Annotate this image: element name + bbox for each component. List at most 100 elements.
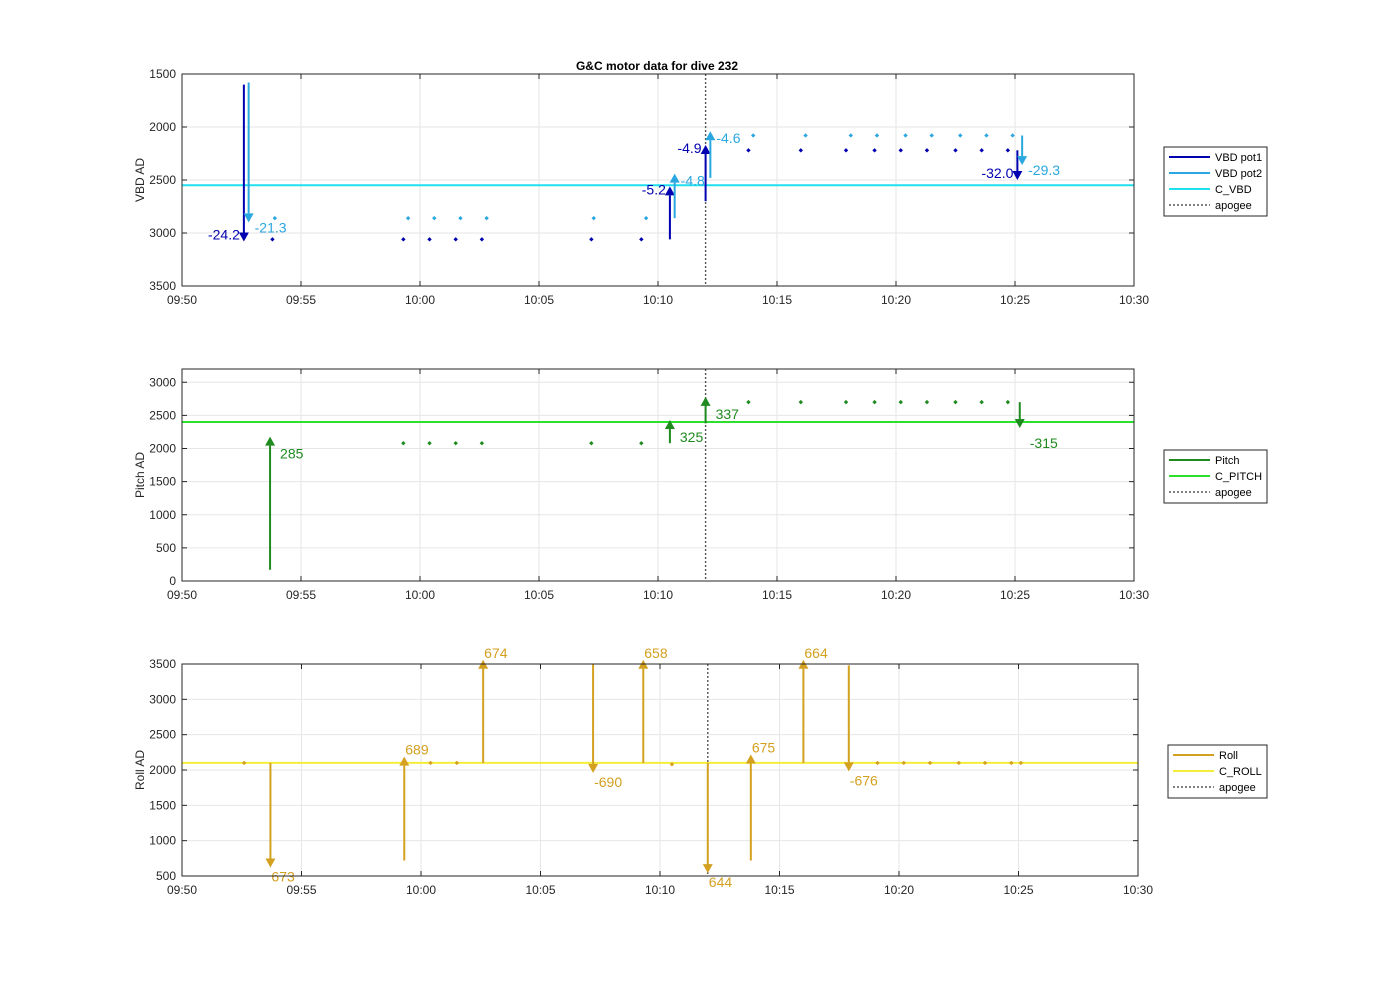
arrow-head	[843, 762, 854, 772]
roll-panel: 673 689 674 -690 658 644 675 664 -676 09:50 09:55 1…	[133, 645, 1268, 897]
data-point	[872, 399, 877, 405]
data-point	[1005, 399, 1011, 405]
y-tick-label: 1000	[149, 834, 176, 848]
data-point	[591, 215, 596, 221]
x-tick-label: 10:30	[1123, 883, 1153, 897]
y-tick-label: 1500	[149, 475, 176, 489]
arrow-head	[700, 396, 711, 406]
y-tick-label: 3000	[149, 226, 176, 240]
data-point	[669, 762, 675, 767]
data-point	[643, 215, 649, 221]
y-tick-label: 2000	[149, 120, 176, 134]
arrow-head	[669, 173, 680, 183]
arrow-label: 325	[680, 429, 704, 445]
arrow-label: -32.0	[981, 165, 1013, 181]
data-point	[898, 148, 903, 153]
x-tick-label: 09:55	[286, 588, 316, 602]
arrow-label: 673	[271, 869, 295, 885]
x-tick-label: 10:15	[764, 883, 794, 897]
data-point	[272, 215, 278, 221]
data-point	[848, 133, 853, 138]
arrow-label: -24.2	[208, 226, 240, 242]
arrow-label: 674	[484, 645, 508, 661]
y-tick-label: 3500	[149, 657, 176, 671]
data-point	[953, 148, 958, 153]
data-point	[875, 760, 880, 766]
arrow-label: 285	[280, 446, 304, 462]
data-point	[924, 148, 930, 153]
x-tick-label: 10:30	[1119, 588, 1149, 602]
arrow-label: 644	[709, 874, 733, 890]
data-point	[484, 215, 489, 221]
legend-entry: C_PITCH	[1215, 471, 1262, 483]
data-point	[453, 441, 458, 446]
arrow-head	[702, 864, 713, 874]
x-tick-label: 10:30	[1119, 293, 1149, 307]
legend-entry: C_ROLL	[1219, 766, 1262, 778]
data-point	[270, 237, 275, 242]
arrow-head	[265, 436, 276, 446]
y-tick-label: 1000	[149, 508, 176, 522]
data-point	[803, 133, 808, 138]
plot-data	[182, 369, 1134, 581]
arrow-label: -5.2	[642, 181, 666, 197]
data-point	[751, 133, 756, 138]
y-tick-label: 2500	[149, 173, 176, 187]
legend-entry: apogee	[1215, 200, 1252, 212]
data-point	[982, 760, 988, 766]
arrow-label: 337	[716, 406, 740, 422]
x-tick-label: 10:00	[405, 588, 435, 602]
x-tick-label: 10:15	[762, 293, 792, 307]
x-tick-label: 10:25	[1003, 883, 1033, 897]
data-point	[953, 399, 958, 405]
legend-entry: Roll	[1219, 750, 1238, 762]
data-point	[428, 760, 433, 766]
pitch-panel: 285 325 337 -315 09:50 09:55 10:00 10:05 10:10 10…	[133, 368, 1268, 602]
data-point	[979, 148, 984, 153]
x-tick-label: 09:55	[286, 293, 316, 307]
arrow-head	[664, 420, 675, 430]
arrow-label: -4.8	[681, 173, 705, 189]
x-tick-label: 09:55	[286, 883, 316, 897]
data-point	[746, 148, 751, 153]
arrow-head	[399, 756, 410, 766]
arrow-label: 689	[405, 742, 429, 758]
x-tick-label: 10:00	[406, 883, 436, 897]
data-point	[798, 399, 803, 405]
arrow-label: -4.9	[677, 140, 701, 156]
arrow-label: -315	[1030, 435, 1058, 451]
y-tick-label: 2000	[149, 442, 176, 456]
y-tick-label: 2500	[149, 728, 176, 742]
data-point	[454, 760, 460, 766]
data-point	[589, 237, 594, 242]
x-tick-label: 10:05	[524, 293, 554, 307]
y-tick-label: 3000	[149, 692, 176, 706]
data-point	[432, 215, 437, 221]
data-point	[639, 441, 644, 446]
plot-data	[182, 74, 1134, 286]
data-point	[798, 148, 803, 153]
arrow-label: -29.3	[1028, 162, 1060, 178]
y-tick-label: 1500	[149, 798, 176, 812]
x-tick-label: 10:05	[525, 883, 555, 897]
data-point	[843, 399, 849, 405]
data-point	[929, 133, 934, 138]
x-tick-label: 10:05	[524, 588, 554, 602]
x-tick-label: 10:25	[1000, 588, 1030, 602]
data-point	[1018, 760, 1024, 766]
arrow-head	[588, 763, 599, 773]
data-point	[903, 133, 908, 138]
arrow-label: -21.3	[255, 219, 287, 235]
arrow-label: -4.6	[716, 130, 740, 146]
y-axis-label: VBD AD	[133, 158, 147, 202]
y-tick-label: 0	[169, 574, 176, 588]
data-point	[401, 441, 406, 446]
arrow-label: -676	[850, 772, 878, 788]
arrow-head	[745, 754, 756, 764]
arrow-head	[265, 858, 276, 868]
x-tick-label: 09:50	[167, 293, 197, 307]
arrow-head	[700, 145, 711, 155]
